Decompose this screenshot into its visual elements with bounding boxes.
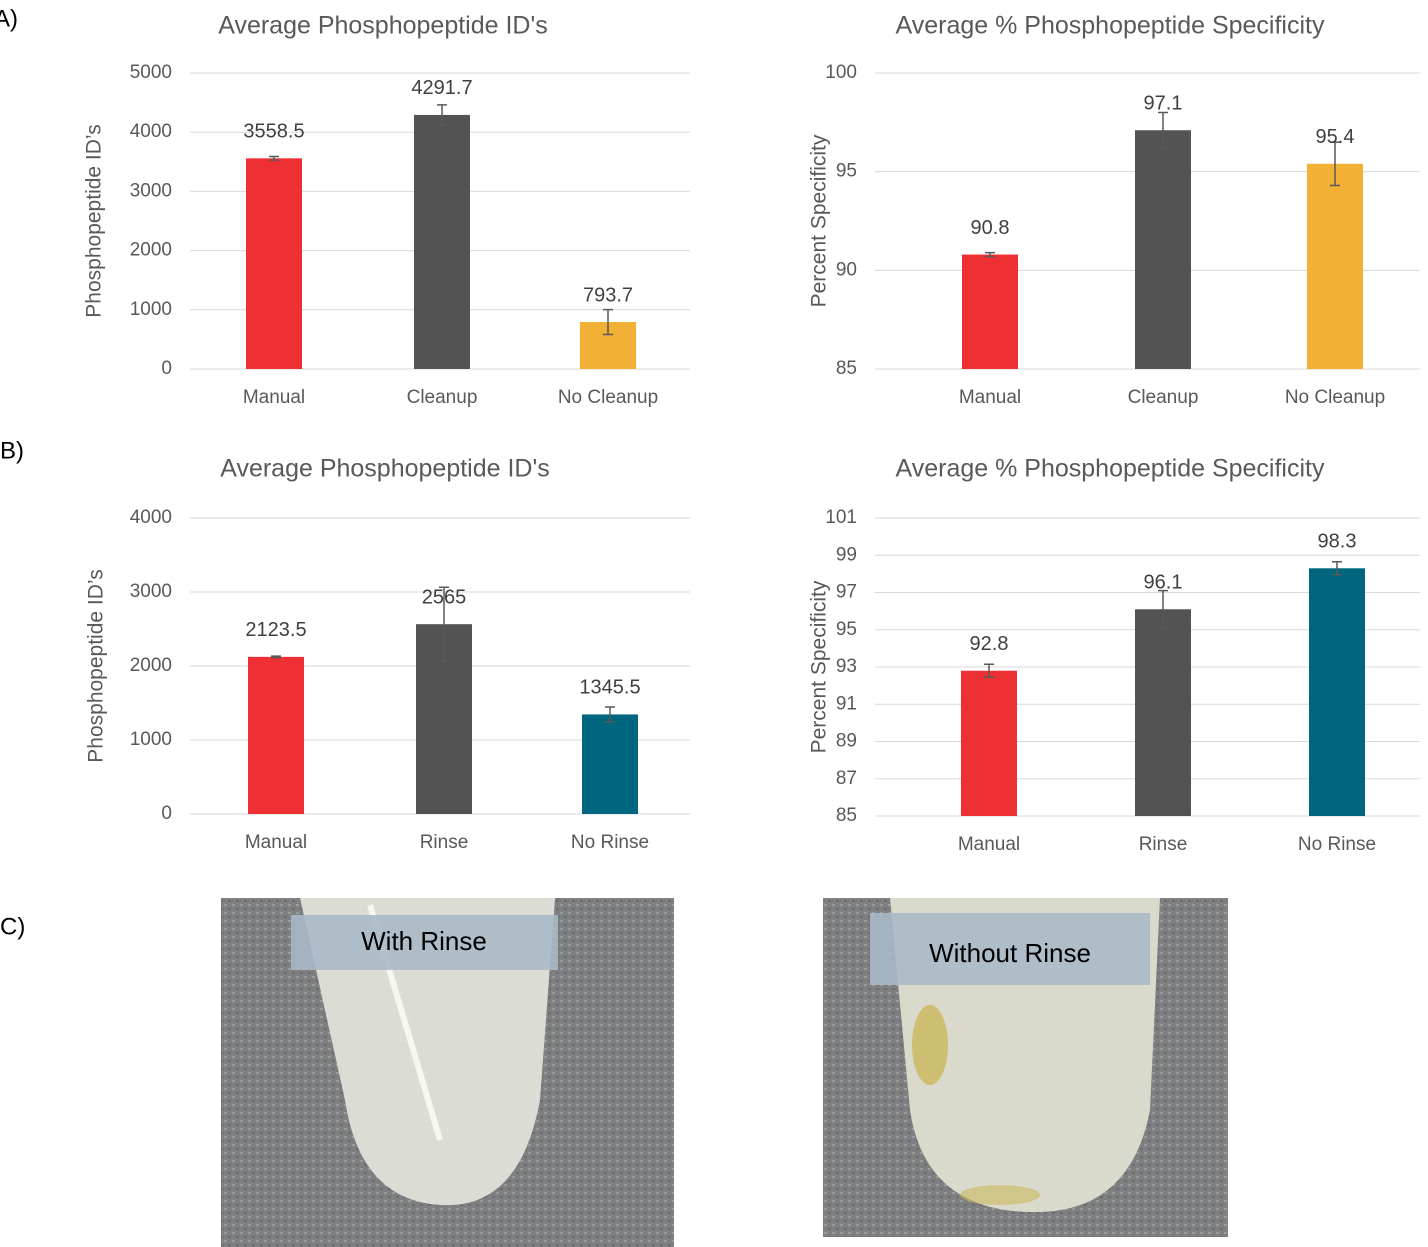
y-tick-label: 1000 [130,729,172,750]
panel-label: C) [0,913,25,940]
error-bar [1332,561,1342,576]
y-tick-label: 95 [836,161,857,182]
x-tick-label: Manual [243,387,305,408]
bar [246,158,302,369]
error-bar [605,706,615,723]
y-tick-label: 0 [161,358,172,379]
value-label: 96.1 [1144,572,1183,594]
photo-caption: With Rinse [361,926,487,956]
value-label: 2123.5 [245,619,306,641]
y-tick-label: 87 [836,768,857,789]
bar [962,254,1018,369]
error-bar [1158,589,1168,629]
value-label: 95.4 [1316,126,1355,148]
y-tick-label: 85 [836,358,857,379]
y-axis-label: Percent Specificity [808,134,831,307]
y-axis-label: Phosphopeptide ID’s [85,569,108,762]
photo: Without Rinse [823,898,1228,1237]
chart-title: Average % Phosphopeptide Specificity [896,455,1325,483]
y-tick-label: 90 [836,259,857,280]
y-tick-label: 89 [836,731,857,752]
y-tick-label: 99 [836,544,857,565]
error-bar [437,104,447,126]
error-bar [1158,111,1168,149]
x-tick-label: No Rinse [1298,834,1376,855]
error-bar [439,586,449,662]
error-bar [603,308,613,336]
y-tick-label: 2000 [130,240,172,261]
y-tick-label: 91 [836,693,857,714]
y-axis-label: Percent Specificity [808,580,831,753]
x-tick-label: Rinse [1139,834,1188,855]
x-tick-label: No Cleanup [1285,387,1385,408]
bar [1309,568,1365,816]
y-tick-label: 85 [836,805,857,826]
value-label: 90.8 [971,217,1010,239]
y-axis-label: Phosphopeptide ID’s [83,124,106,317]
y-tick-label: 4000 [130,507,172,528]
y-tick-label: 3000 [130,581,172,602]
x-tick-label: Cleanup [407,387,478,408]
y-tick-label: 97 [836,582,857,603]
value-label: 1345.5 [579,677,640,699]
y-tick-label: 5000 [130,62,172,83]
value-label: 97.1 [1144,93,1183,115]
x-tick-label: No Rinse [571,832,649,853]
y-tick-label: 1000 [130,299,172,320]
bar [1135,609,1191,816]
photo-caption: Without Rinse [929,938,1091,968]
photo: With Rinse [221,898,674,1247]
panel-label: B) [0,437,24,464]
y-tick-label: 100 [825,62,857,83]
y-tick-label: 4000 [130,121,172,142]
chart-title: Average % Phosphopeptide Specificity [896,12,1325,40]
value-label: 92.8 [970,633,1009,655]
bar [1307,163,1363,369]
error-bar [1330,141,1340,187]
x-tick-label: No Cleanup [558,387,658,408]
bar [1135,130,1191,369]
value-label: 2565 [422,586,467,608]
error-bar [985,251,995,258]
x-tick-label: Cleanup [1128,387,1199,408]
y-tick-label: 101 [825,507,857,528]
y-tick-label: 0 [161,803,172,824]
x-tick-label: Rinse [420,832,469,853]
y-tick-label: 3000 [130,180,172,201]
value-label: 793.7 [583,284,633,306]
x-tick-label: Manual [245,832,307,853]
x-tick-label: Manual [958,834,1020,855]
error-bar [984,663,994,678]
error-bar [271,655,281,659]
bar [582,714,638,814]
y-tick-label: 93 [836,656,857,677]
value-label: 3558.5 [243,121,304,143]
y-tick-label: 95 [836,619,857,640]
value-label: 4291.7 [411,77,472,99]
error-bar [269,155,279,161]
y-tick-label: 2000 [130,655,172,676]
bar [414,114,470,369]
panel-label: A) [0,5,18,32]
bar [248,656,304,814]
chart-title: Average Phosphopeptide ID's [220,455,550,483]
x-tick-label: Manual [959,387,1021,408]
bar [961,670,1017,816]
chart-title: Average Phosphopeptide ID's [218,12,548,40]
value-label: 98.3 [1318,531,1357,553]
